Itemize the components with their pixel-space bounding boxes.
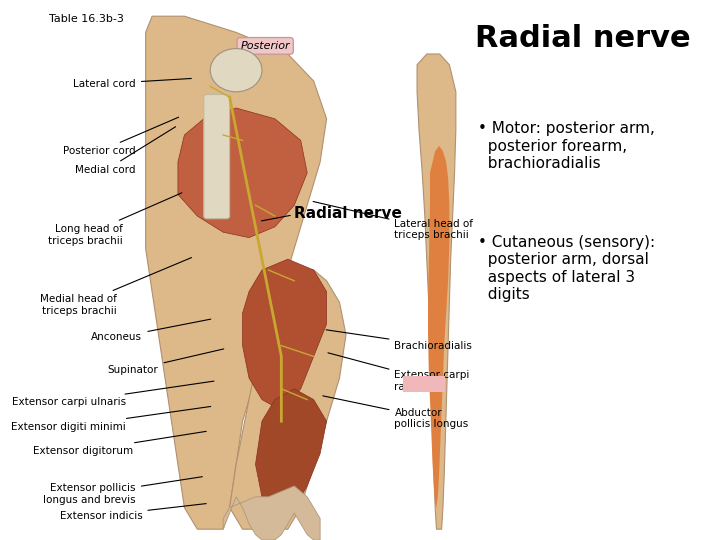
Polygon shape: [243, 259, 327, 410]
Polygon shape: [145, 16, 327, 529]
FancyBboxPatch shape: [204, 94, 230, 219]
Polygon shape: [256, 389, 327, 513]
Bar: [403, 376, 445, 392]
Text: Extensor digitorum: Extensor digitorum: [32, 431, 206, 456]
Text: Lateral head of
triceps brachii: Lateral head of triceps brachii: [313, 201, 474, 240]
Ellipse shape: [210, 49, 262, 92]
Text: Extensor carpi ulnaris: Extensor carpi ulnaris: [12, 381, 214, 407]
Polygon shape: [428, 146, 449, 508]
Polygon shape: [230, 270, 346, 529]
Text: Medial cord: Medial cord: [76, 127, 176, 175]
Text: Brachioradialis: Brachioradialis: [326, 330, 472, 350]
Polygon shape: [178, 108, 307, 238]
Text: Lateral cord: Lateral cord: [73, 78, 192, 89]
Text: Table 16.3b-3: Table 16.3b-3: [49, 14, 124, 24]
Text: Posterior: Posterior: [240, 41, 290, 51]
Text: Extensor digiti minimi: Extensor digiti minimi: [12, 407, 211, 431]
Text: Radial nerve: Radial nerve: [475, 24, 691, 53]
Text: Abductor
pollicis longus: Abductor pollicis longus: [323, 396, 469, 429]
Text: Extensor indicis: Extensor indicis: [60, 504, 206, 521]
Text: Extensor carpi
radialis: Extensor carpi radialis: [328, 353, 470, 392]
Polygon shape: [417, 54, 456, 529]
Text: Extensor pollicis
longus and brevis: Extensor pollicis longus and brevis: [43, 477, 202, 505]
Text: Medial head of
triceps brachii: Medial head of triceps brachii: [40, 258, 192, 316]
Text: Radial nerve: Radial nerve: [294, 206, 402, 221]
Text: Posterior cord: Posterior cord: [63, 117, 179, 156]
Text: Anconeus: Anconeus: [91, 319, 211, 342]
Text: Long head of
triceps brachii: Long head of triceps brachii: [48, 193, 182, 246]
Polygon shape: [223, 486, 320, 540]
Text: • Motor: posterior arm,
  posterior forearm,
  brachioradialis: • Motor: posterior arm, posterior forear…: [479, 122, 655, 171]
Text: Supinator: Supinator: [108, 349, 224, 375]
Text: • Cutaneous (sensory):
  posterior arm, dorsal
  aspects of lateral 3
  digits: • Cutaneous (sensory): posterior arm, do…: [479, 235, 656, 302]
